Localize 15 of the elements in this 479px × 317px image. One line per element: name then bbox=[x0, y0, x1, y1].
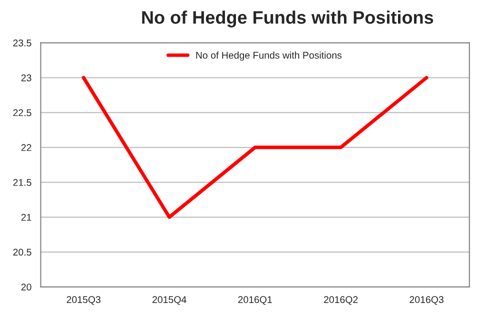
y-tick-label: 22.5 bbox=[13, 109, 32, 116]
x-tick-label: 2015Q4 bbox=[152, 296, 186, 305]
y-tick-label: 21.5 bbox=[13, 179, 32, 186]
x-tick-label: 2016Q3 bbox=[410, 296, 444, 305]
y-tick-label: 23.5 bbox=[13, 40, 32, 46]
y-tick-label: 21 bbox=[21, 214, 32, 221]
chart-title: No of Hedge Funds with Positions bbox=[142, 10, 434, 28]
x-tick-label: 2016Q1 bbox=[238, 296, 272, 305]
y-tick-label: 20.5 bbox=[13, 248, 32, 256]
y-tick-label: 22 bbox=[21, 144, 32, 151]
legend-label: No of Hedge Funds with Positions bbox=[196, 52, 342, 61]
y-tick-label: 23 bbox=[21, 74, 32, 82]
y-tick-label: 20 bbox=[21, 284, 32, 291]
x-tick-label: 2015Q3 bbox=[66, 296, 100, 305]
x-tick-label: 2016Q2 bbox=[324, 296, 358, 305]
